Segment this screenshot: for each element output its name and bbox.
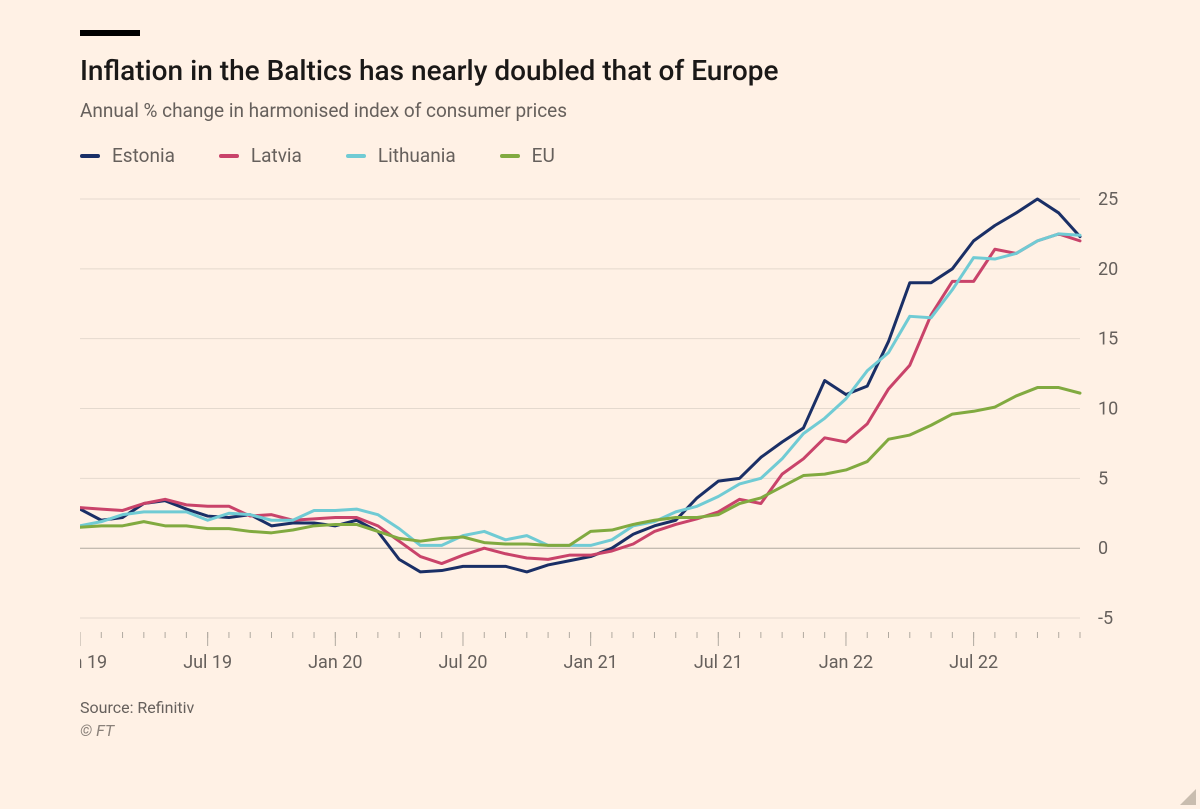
chart-container: Inflation in the Baltics has nearly doub… (0, 0, 1200, 809)
y-tick-label: 25 (1098, 189, 1118, 210)
chart-footer: Source: Refinitiv © FT (80, 698, 1140, 740)
chart-subtitle: Annual % change in harmonised index of c… (80, 99, 1140, 122)
legend-label: Estonia (112, 144, 175, 167)
y-tick-label: 5 (1098, 468, 1108, 489)
legend-item: Latvia (219, 144, 302, 167)
x-tick-label: Jul 19 (183, 652, 232, 672)
y-tick-label: 10 (1098, 399, 1118, 420)
line-chart-svg: -5 0 5 10 15 20 25 Jan 19 Jul 19 Jan 20 Jul 20 Jan … (80, 177, 1140, 672)
legend-swatch (500, 154, 520, 158)
legend-label: EU (532, 144, 555, 167)
chart-plot-area: -5 0 5 10 15 20 25 Jan 19 Jul 19 Jan 20 Jul 20 Jan … (80, 177, 1140, 672)
legend-label: Latvia (251, 144, 302, 167)
y-tick-label: 0 (1098, 538, 1108, 559)
y-tick-label: -5 (1098, 608, 1113, 629)
resize-corner-icon (1180, 789, 1196, 805)
x-tick-label: Jul 21 (694, 652, 743, 672)
x-tick-label: Jan 19 (80, 652, 107, 672)
x-tick-label: Jan 21 (563, 652, 617, 672)
chart-title: Inflation in the Baltics has nearly doub… (80, 54, 1140, 87)
y-tick-label: 20 (1098, 259, 1118, 280)
copyright-text: © FT (80, 721, 1140, 740)
x-tick-label: Jul 20 (439, 652, 488, 672)
source-text: Source: Refinitiv (80, 698, 1140, 717)
legend: Estonia Latvia Lithuania EU (80, 144, 1140, 167)
legend-swatch (80, 154, 100, 158)
x-tick-label: Jul 22 (949, 652, 998, 672)
legend-label: Lithuania (378, 144, 456, 167)
legend-swatch (219, 154, 239, 158)
y-tick-label: 15 (1098, 329, 1118, 350)
x-tick-label: Jan 22 (819, 652, 873, 672)
legend-item: Estonia (80, 144, 175, 167)
series-line (80, 388, 1080, 546)
x-tick-label: Jan 20 (308, 652, 362, 672)
legend-item: Lithuania (346, 144, 456, 167)
legend-swatch (346, 154, 366, 158)
series-line (80, 199, 1080, 572)
title-rule (80, 30, 140, 36)
legend-item: EU (500, 144, 555, 167)
series-line (80, 234, 1080, 546)
